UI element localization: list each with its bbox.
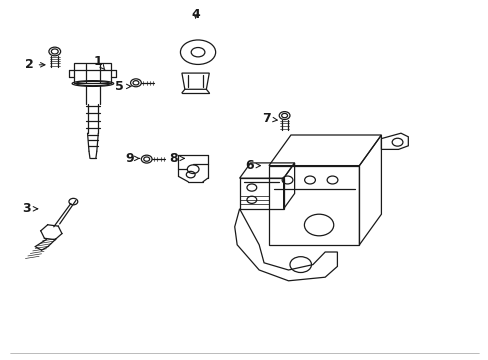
Text: 3: 3 [22,202,38,215]
Text: 7: 7 [262,112,277,125]
Text: 8: 8 [169,152,184,165]
Text: 9: 9 [125,152,139,165]
Bar [239,178,283,209]
Text: 2: 2 [25,58,45,71]
Text: 6: 6 [244,159,260,172]
Text: 4: 4 [191,8,200,21]
Text: 1: 1 [93,55,105,70]
Bar [74,63,111,83]
Bar [268,166,359,245]
Text: 5: 5 [115,80,131,93]
